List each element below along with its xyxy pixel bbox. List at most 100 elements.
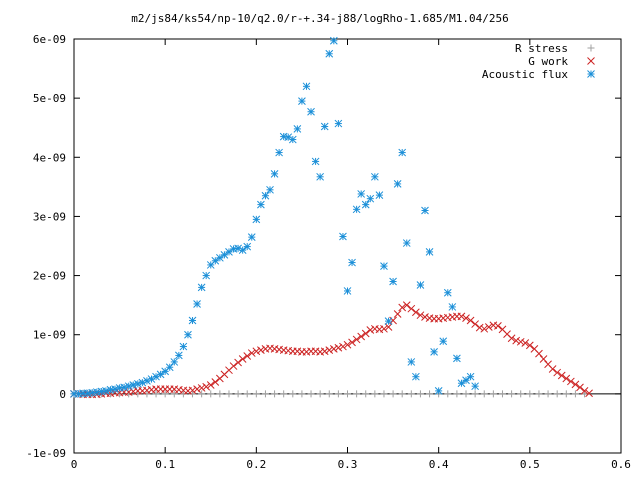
data-point-g-work bbox=[471, 320, 479, 328]
data-point-g-work bbox=[525, 341, 534, 350]
data-point-g-work bbox=[580, 387, 589, 395]
data-point-g-work bbox=[562, 374, 571, 383]
data-point-g-work bbox=[494, 321, 502, 330]
data-point-acoustic-flux bbox=[343, 287, 352, 295]
data-point-r-stress bbox=[261, 390, 269, 398]
data-point-acoustic-flux bbox=[357, 190, 366, 198]
data-point-acoustic-flux bbox=[311, 157, 320, 166]
y-tick-label: 4e-09 bbox=[33, 151, 66, 164]
data-point-acoustic-flux bbox=[453, 354, 461, 363]
data-point-g-work bbox=[576, 383, 584, 392]
data-point-r-stress bbox=[189, 390, 197, 398]
data-point-acoustic-flux bbox=[457, 379, 466, 388]
data-point-g-work bbox=[348, 338, 356, 347]
data-point-acoustic-flux bbox=[325, 49, 334, 58]
data-point-r-stress bbox=[216, 390, 224, 398]
data-point-g-work bbox=[325, 346, 334, 354]
data-point-r-stress bbox=[207, 390, 215, 398]
data-point-r-stress bbox=[571, 390, 579, 398]
data-point-g-work bbox=[206, 381, 215, 389]
data-point-acoustic-flux bbox=[366, 194, 375, 203]
data-point-acoustic-flux bbox=[361, 200, 370, 209]
data-point-g-work bbox=[535, 349, 543, 358]
chart-title: m2/js84/ks54/np-10/q2.0/r-+.34-j88/logRh… bbox=[131, 12, 509, 25]
legend-label-acoustic-flux: Acoustic flux bbox=[482, 68, 568, 81]
data-point-g-work bbox=[402, 301, 411, 309]
data-point-r-stress bbox=[170, 390, 178, 398]
data-point-r-stress bbox=[398, 390, 406, 398]
data-point-acoustic-flux bbox=[102, 387, 110, 395]
data-point-r-stress bbox=[298, 390, 306, 398]
legend-marker-r-stress bbox=[587, 44, 595, 52]
legend-marker-g-work bbox=[587, 57, 595, 65]
data-point-g-work bbox=[202, 382, 211, 391]
data-point-acoustic-flux bbox=[329, 36, 338, 45]
data-point-g-work bbox=[229, 362, 238, 370]
data-point-g-work bbox=[421, 313, 429, 321]
data-point-g-work bbox=[416, 311, 425, 320]
data-point-g-work bbox=[585, 389, 593, 398]
data-point-r-stress bbox=[362, 390, 370, 398]
data-point-g-work bbox=[384, 323, 393, 331]
data-point-acoustic-flux bbox=[320, 122, 329, 131]
data-point-g-work bbox=[238, 355, 247, 363]
data-point-acoustic-flux bbox=[211, 256, 220, 265]
data-point-acoustic-flux bbox=[225, 248, 233, 256]
data-point-r-stress bbox=[380, 390, 388, 398]
data-point-acoustic-flux bbox=[430, 348, 438, 356]
data-point-r-stress bbox=[234, 390, 242, 398]
data-point-acoustic-flux bbox=[443, 288, 452, 297]
data-point-g-work bbox=[571, 380, 580, 389]
data-point-acoustic-flux bbox=[439, 337, 448, 346]
legend-label-r-stress: R stress bbox=[515, 42, 568, 55]
data-point-r-stress bbox=[152, 390, 160, 398]
data-point-acoustic-flux bbox=[243, 242, 252, 251]
data-point-acoustic-flux bbox=[193, 300, 201, 308]
data-marks bbox=[70, 36, 593, 399]
data-point-acoustic-flux bbox=[147, 375, 156, 383]
data-point-acoustic-flux bbox=[170, 358, 179, 366]
data-point-r-stress bbox=[407, 390, 415, 398]
data-point-acoustic-flux bbox=[270, 169, 279, 178]
y-tick-label: -1e-09 bbox=[26, 447, 66, 460]
data-point-g-work bbox=[234, 358, 242, 367]
data-point-r-stress bbox=[517, 390, 525, 398]
data-point-acoustic-flux bbox=[197, 283, 206, 292]
data-point-r-stress bbox=[344, 390, 351, 398]
data-point-r-stress bbox=[508, 390, 516, 398]
y-tick-label: 5e-09 bbox=[33, 92, 66, 105]
data-point-r-stress bbox=[161, 390, 169, 398]
data-point-acoustic-flux bbox=[339, 232, 347, 241]
data-point-acoustic-flux bbox=[298, 97, 306, 105]
data-point-g-work bbox=[412, 308, 420, 317]
data-point-acoustic-flux bbox=[412, 372, 420, 381]
data-point-acoustic-flux bbox=[275, 148, 283, 157]
data-point-r-stress bbox=[453, 390, 461, 398]
data-point-g-work bbox=[339, 342, 347, 351]
data-point-r-stress bbox=[489, 390, 497, 398]
data-point-r-stress bbox=[553, 390, 561, 398]
data-point-g-work bbox=[257, 346, 265, 354]
x-tick-label: 0.5 bbox=[520, 458, 540, 471]
data-point-r-stress bbox=[544, 390, 552, 398]
data-point-acoustic-flux bbox=[174, 351, 183, 360]
data-point-r-stress bbox=[243, 390, 251, 398]
data-point-acoustic-flux bbox=[202, 271, 211, 280]
x-tick-label: 0.4 bbox=[429, 458, 449, 471]
data-point-r-stress bbox=[480, 390, 488, 398]
data-point-g-work bbox=[512, 336, 521, 345]
data-point-acoustic-flux bbox=[120, 383, 128, 392]
data-point-g-work bbox=[567, 377, 575, 386]
data-point-g-work bbox=[352, 335, 361, 344]
data-point-r-stress bbox=[498, 390, 506, 398]
data-point-r-stress bbox=[444, 390, 452, 398]
data-point-g-work bbox=[366, 326, 375, 334]
data-point-g-work bbox=[539, 355, 548, 363]
legend-marker-acoustic-flux bbox=[587, 70, 595, 78]
data-point-acoustic-flux bbox=[111, 385, 119, 393]
data-point-acoustic-flux bbox=[307, 107, 315, 116]
x-axis: 0 0.1 0.2 0.3 0.4 0.5 0.6 bbox=[71, 39, 631, 471]
data-point-g-work bbox=[247, 349, 256, 357]
y-tick-label: 0 bbox=[59, 388, 66, 401]
